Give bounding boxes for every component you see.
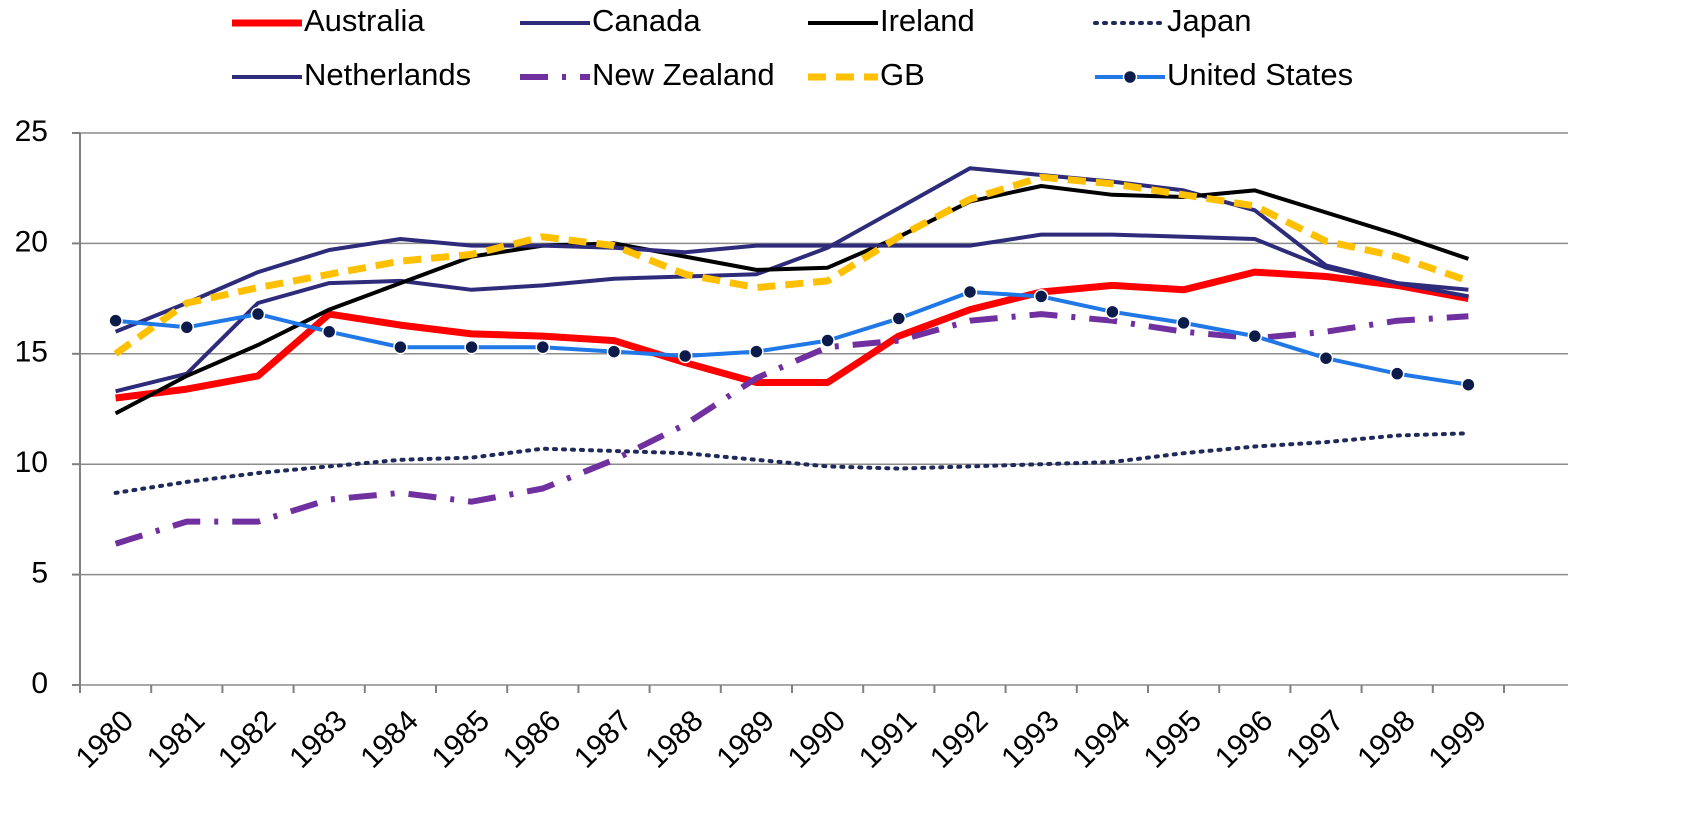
legend-item: Ireland	[808, 3, 975, 38]
series-line	[114, 184, 1470, 416]
legend-label: Netherlands	[304, 57, 471, 92]
data-point	[250, 306, 266, 322]
x-tick-label: 1982	[212, 704, 283, 775]
legend-item: Australia	[232, 3, 425, 38]
legend-label: New Zealand	[592, 57, 775, 92]
x-tick-label: 1985	[426, 704, 497, 775]
data-point	[108, 313, 123, 328]
legend-item: Netherlands	[232, 57, 471, 92]
data-point	[1318, 350, 1334, 366]
x-tick-label: 1997	[1280, 704, 1351, 775]
series-line	[115, 166, 1469, 394]
legend-label: Canada	[592, 3, 701, 38]
y-tick-label: 20	[15, 225, 48, 258]
grid	[80, 132, 1568, 686]
data-point	[1247, 328, 1263, 344]
legend-label: Japan	[1167, 3, 1251, 38]
x-tick-label: 1990	[782, 704, 853, 775]
legend-label: Ireland	[880, 3, 975, 38]
legend-item: Canada	[520, 3, 701, 38]
y-tick-label: 5	[31, 557, 48, 590]
legend: Australia Canada Ireland Japan Netherlands Ne…	[232, 3, 1353, 92]
data-point	[321, 324, 337, 339]
legend-label: GB	[880, 57, 925, 92]
x-tick-label: 1993	[995, 704, 1066, 775]
y-tick-label: 10	[15, 446, 48, 479]
data-point	[464, 339, 479, 355]
y-tick-label: 0	[31, 667, 48, 700]
y-tick-label: 25	[15, 115, 48, 148]
x-tick-label: 1986	[497, 704, 568, 775]
plot	[108, 166, 1476, 547]
data-point	[535, 339, 551, 355]
data-point	[606, 344, 622, 359]
data-point	[1389, 366, 1405, 381]
data-point	[179, 320, 195, 335]
x-tick-label: 1987	[568, 704, 639, 775]
data-point	[1033, 289, 1049, 304]
legend-item: Japan	[1093, 3, 1251, 38]
x-tick-label: 1988	[639, 704, 710, 775]
x-tick-label: 1994	[1066, 704, 1137, 775]
legend-item: GB	[808, 57, 925, 92]
data-point	[1176, 315, 1191, 331]
data-point	[891, 311, 907, 326]
series-line	[115, 290, 1469, 387]
legend-label: Australia	[304, 3, 425, 38]
data-point	[677, 348, 693, 364]
data-point	[749, 344, 764, 359]
data-point	[393, 339, 408, 355]
legend-marker	[1122, 69, 1138, 85]
data-point	[1105, 304, 1120, 320]
x-tick-label: 1996	[1209, 704, 1280, 775]
x-tick-label: 1992	[924, 704, 995, 775]
x-tick-label: 1989	[710, 704, 781, 775]
series-line	[113, 173, 1470, 357]
series-line	[113, 431, 1471, 495]
series-line	[115, 268, 1470, 402]
series-line	[114, 232, 1469, 334]
x-tick-label: 1998	[1351, 704, 1422, 775]
x-tick-label: 1999	[1422, 704, 1493, 775]
legend-item: New Zealand	[520, 57, 775, 92]
x-tick-label: 1983	[283, 704, 354, 775]
x-tick-label: 1984	[354, 704, 425, 775]
x-tick-label: 1991	[853, 704, 924, 775]
y-tick-label: 15	[15, 336, 48, 369]
x-tick-label: 1980	[70, 704, 141, 775]
x-tick-label: 1995	[1138, 704, 1209, 775]
x-tick-label: 1981	[141, 704, 212, 775]
data-point	[962, 284, 978, 300]
series-line	[114, 311, 1469, 547]
legend-item: United States	[1095, 57, 1353, 92]
data-point	[1461, 377, 1476, 392]
data-point	[820, 333, 835, 348]
legend-label: United States	[1167, 57, 1353, 92]
